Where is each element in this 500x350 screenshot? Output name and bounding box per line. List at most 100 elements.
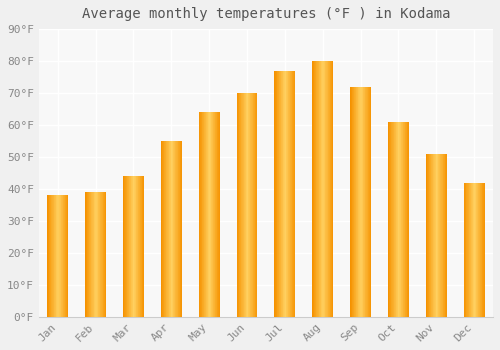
- Bar: [163, 141, 164, 317]
- Bar: [480, 182, 481, 317]
- Bar: [475, 182, 476, 317]
- Bar: [356, 86, 357, 317]
- Bar: [51, 195, 52, 317]
- Bar: [212, 112, 214, 317]
- Bar: [125, 176, 126, 317]
- Bar: [201, 112, 202, 317]
- Bar: [178, 141, 179, 317]
- Bar: [369, 86, 370, 317]
- Bar: [288, 71, 289, 317]
- Bar: [432, 154, 433, 317]
- Bar: [426, 154, 428, 317]
- Bar: [98, 192, 99, 317]
- Bar: [275, 71, 276, 317]
- Bar: [176, 141, 177, 317]
- Bar: [324, 61, 325, 317]
- Bar: [402, 122, 404, 317]
- Bar: [127, 176, 128, 317]
- Bar: [52, 195, 53, 317]
- Bar: [404, 122, 406, 317]
- Bar: [283, 71, 284, 317]
- Bar: [285, 71, 286, 317]
- Bar: [101, 192, 102, 317]
- Bar: [291, 71, 292, 317]
- Bar: [331, 61, 332, 317]
- Bar: [325, 61, 326, 317]
- Bar: [85, 192, 86, 317]
- Bar: [130, 176, 132, 317]
- Bar: [169, 141, 170, 317]
- Bar: [58, 195, 59, 317]
- Bar: [481, 182, 482, 317]
- Bar: [465, 182, 466, 317]
- Bar: [214, 112, 216, 317]
- Bar: [472, 182, 474, 317]
- Bar: [477, 182, 478, 317]
- Bar: [246, 93, 247, 317]
- Bar: [88, 192, 90, 317]
- Bar: [253, 93, 254, 317]
- Bar: [470, 182, 472, 317]
- Bar: [179, 141, 180, 317]
- Bar: [240, 93, 241, 317]
- Bar: [252, 93, 253, 317]
- Bar: [289, 71, 290, 317]
- Bar: [276, 71, 277, 317]
- Bar: [322, 61, 324, 317]
- Bar: [206, 112, 207, 317]
- Bar: [353, 86, 354, 317]
- Bar: [62, 195, 64, 317]
- Bar: [50, 195, 51, 317]
- Bar: [483, 182, 484, 317]
- Bar: [238, 93, 240, 317]
- Bar: [318, 61, 319, 317]
- Bar: [200, 112, 201, 317]
- Bar: [97, 192, 98, 317]
- Bar: [351, 86, 352, 317]
- Bar: [60, 195, 61, 317]
- Bar: [388, 122, 390, 317]
- Bar: [207, 112, 208, 317]
- Bar: [406, 122, 408, 317]
- Bar: [326, 61, 327, 317]
- Bar: [99, 192, 100, 317]
- Bar: [282, 71, 283, 317]
- Bar: [468, 182, 469, 317]
- Bar: [166, 141, 167, 317]
- Bar: [256, 93, 258, 317]
- Bar: [244, 93, 245, 317]
- Bar: [134, 176, 135, 317]
- Bar: [352, 86, 353, 317]
- Bar: [442, 154, 443, 317]
- Bar: [142, 176, 143, 317]
- Bar: [332, 61, 333, 317]
- Bar: [218, 112, 219, 317]
- Bar: [435, 154, 436, 317]
- Bar: [103, 192, 104, 317]
- Bar: [202, 112, 203, 317]
- Bar: [57, 195, 58, 317]
- Bar: [440, 154, 441, 317]
- Bar: [90, 192, 92, 317]
- Bar: [482, 182, 483, 317]
- Bar: [395, 122, 396, 317]
- Bar: [357, 86, 358, 317]
- Bar: [141, 176, 142, 317]
- Bar: [464, 182, 465, 317]
- Bar: [474, 182, 475, 317]
- Bar: [436, 154, 437, 317]
- Bar: [136, 176, 137, 317]
- Bar: [251, 93, 252, 317]
- Bar: [124, 176, 125, 317]
- Bar: [277, 71, 278, 317]
- Bar: [170, 141, 172, 317]
- Bar: [140, 176, 141, 317]
- Bar: [479, 182, 480, 317]
- Bar: [86, 192, 88, 317]
- Bar: [329, 61, 330, 317]
- Bar: [48, 195, 50, 317]
- Bar: [245, 93, 246, 317]
- Bar: [437, 154, 438, 317]
- Bar: [61, 195, 62, 317]
- Bar: [399, 122, 400, 317]
